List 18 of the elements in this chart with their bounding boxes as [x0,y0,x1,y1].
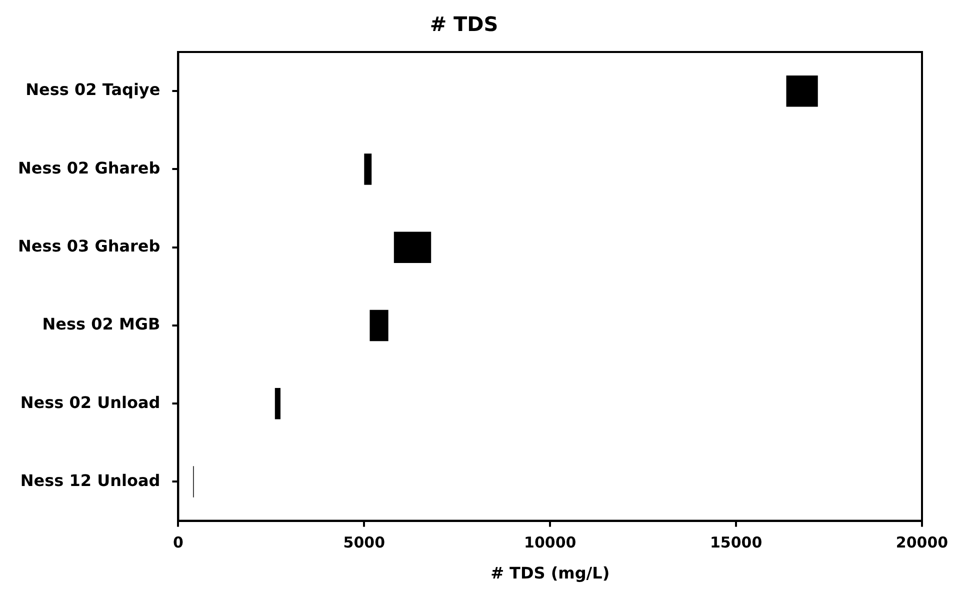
x-tick-label: 10000 [524,534,576,552]
y-tick-label: Ness 02 Unload [20,392,160,412]
y-tick-label: Ness 12 Unload [20,470,160,490]
x-tick-label: 5000 [343,534,386,552]
x-tick-label: 0 [172,534,184,552]
bar [786,75,818,107]
chart-title: # TDS [430,12,498,36]
y-tick-label: Ness 03 Ghareb [18,236,160,256]
x-tick-label: 20000 [896,534,948,552]
bar [370,310,388,342]
x-axis-title: # TDS (mg/L) [490,564,610,583]
y-tick-label: Ness 02 MGB [42,314,160,334]
x-tick-label: 15000 [710,534,762,552]
bar [394,232,432,263]
y-tick-label: Ness 02 Ghareb [18,158,160,178]
bar [364,154,372,185]
y-tick-label: Ness 02 Taqiye [26,80,160,100]
bar [274,388,280,420]
